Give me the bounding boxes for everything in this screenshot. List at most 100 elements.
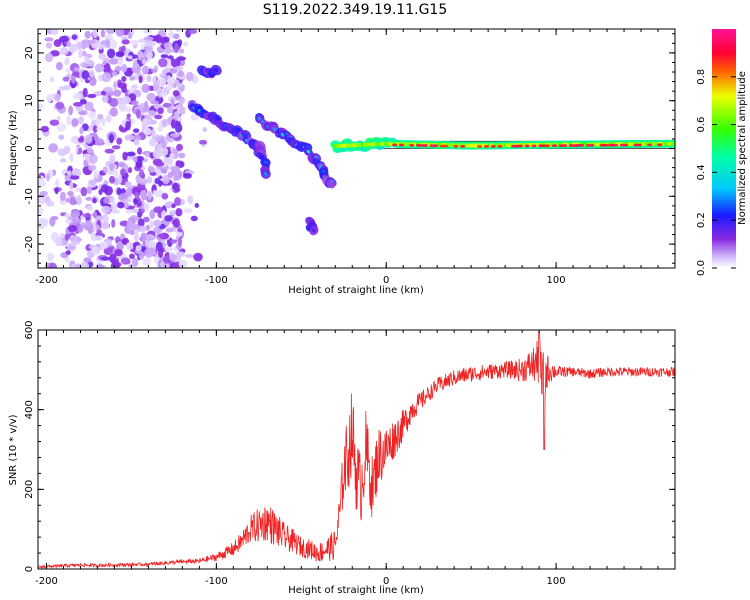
signal-peak (531, 144, 537, 148)
noise-blob (121, 75, 127, 83)
noise-blob (149, 209, 156, 220)
noise-blob (154, 161, 165, 167)
noise-blob (73, 92, 83, 100)
noise-blob (92, 125, 98, 133)
noise-blob (142, 257, 152, 267)
noise-blob (80, 221, 85, 227)
noise-blob (127, 166, 133, 174)
noise-blob (144, 247, 154, 258)
noise-blob (100, 220, 110, 230)
signal-peak (657, 143, 663, 147)
noise-blob (170, 165, 181, 172)
signal-peak (562, 144, 568, 147)
noise-blob (96, 126, 103, 132)
noise-blob (46, 93, 54, 103)
noise-blob (192, 74, 199, 85)
noise-blob (143, 36, 154, 41)
noise-blob (69, 152, 74, 163)
noise-blob (174, 66, 184, 71)
noise-blob (101, 256, 111, 261)
noise-blob (120, 168, 126, 177)
noise-blob (126, 151, 136, 157)
noise-blob (101, 95, 109, 103)
noise-blob (143, 216, 150, 223)
noise-blob (156, 233, 166, 238)
noise-blob (57, 148, 67, 157)
noise-blob (93, 235, 104, 241)
noise-blob (133, 156, 138, 163)
noise-blob (169, 239, 178, 244)
noise-blob (154, 177, 161, 184)
noise-blob (163, 36, 170, 43)
y-tick-label: 10 (24, 94, 35, 107)
noise-blob (117, 174, 123, 184)
noise-blob (40, 125, 49, 133)
noise-blob (159, 77, 167, 88)
y-tick-label: -20 (24, 236, 35, 252)
noise-blob (158, 147, 169, 157)
noise-blob (70, 175, 80, 180)
noise-blob (70, 263, 76, 268)
noise-blob (100, 40, 107, 46)
noise-blob (193, 252, 203, 262)
noise-blob (121, 64, 128, 73)
x-tick-label: -100 (205, 275, 228, 286)
signal-peak (647, 143, 653, 147)
noise-blob (111, 71, 118, 77)
noise-blob (138, 75, 143, 84)
noise-blob (56, 115, 61, 122)
noise-blob (65, 68, 71, 74)
noise-blob (185, 71, 194, 82)
noise-blob (169, 153, 175, 159)
noise-blob (88, 111, 97, 120)
noise-blob (73, 102, 83, 107)
noise-blob (66, 115, 71, 126)
noise-blob (80, 261, 90, 268)
noise-blob (136, 109, 141, 119)
noise-blob (143, 202, 150, 211)
signal-peak (517, 144, 523, 148)
noise-blob (146, 239, 156, 249)
noise-blob (142, 29, 152, 34)
noise-blob (130, 39, 139, 46)
noise-blob (114, 249, 123, 257)
diagonal-branch-2-core (306, 149, 311, 154)
noise-blob (158, 58, 168, 68)
signal-peak (443, 144, 449, 148)
noise-blob (125, 242, 134, 251)
noise-blob (104, 148, 115, 154)
noise-blob (175, 29, 181, 32)
noise-blob (154, 114, 163, 120)
noise-blob (116, 137, 123, 145)
diagonal-branch-1-core (260, 155, 265, 159)
noise-blob (83, 257, 92, 263)
noise-blob (44, 52, 54, 63)
noise-blob (115, 262, 122, 267)
noise-blob (161, 168, 168, 174)
noise-blob (171, 203, 176, 209)
noise-blob (161, 192, 169, 200)
noise-blob (55, 101, 65, 110)
noise-blob (86, 205, 93, 211)
noise-blob (133, 128, 140, 133)
spectrogram-marks (38, 29, 675, 268)
noise-blob (121, 39, 130, 45)
noise-blob (118, 161, 126, 168)
colorbar: 0.0 0.2 0.4 0.6 0.8 Normalized spectral ampl… (696, 29, 748, 276)
noise-blob (132, 59, 138, 69)
signal-peak (579, 144, 585, 147)
noise-blob (184, 253, 195, 258)
noise-blob (183, 41, 188, 47)
noise-blob (78, 110, 86, 115)
noise-blob (88, 69, 95, 78)
noise-blob (69, 43, 79, 53)
noise-blob (68, 105, 74, 116)
signal-peak (422, 144, 428, 147)
noise-blob (78, 48, 83, 59)
upper-blob-core (214, 68, 219, 72)
x-tick-label: 100 (547, 576, 566, 587)
noise-blob (158, 248, 164, 258)
noise-blob (177, 228, 182, 233)
noise-blob (105, 39, 111, 49)
noise-blob (48, 143, 58, 153)
